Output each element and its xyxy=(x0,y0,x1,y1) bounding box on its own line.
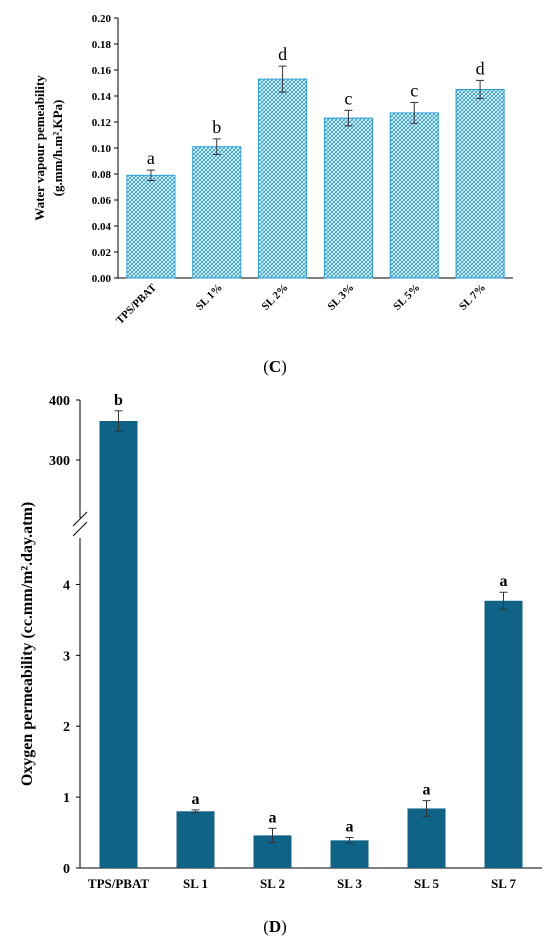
d-bar xyxy=(484,600,523,868)
c-y-tick-label: 0.02 xyxy=(92,247,112,259)
c-y-tick-label: 0.10 xyxy=(92,143,112,155)
c-bar xyxy=(258,78,308,279)
d-y-tick-label: 3 xyxy=(63,649,70,664)
d-category-label: SL 3 xyxy=(337,876,362,891)
d-category-label: SL 2 xyxy=(260,876,285,891)
d-category-label: SL 7 xyxy=(491,876,516,891)
d-axis-break-mark xyxy=(72,511,88,527)
d-bar xyxy=(99,421,138,868)
c-y-tick-label: 0.20 xyxy=(92,13,112,25)
c-y-tick-label: 0.16 xyxy=(92,65,112,77)
c-category-label: SL 5% xyxy=(391,282,422,313)
c-bar xyxy=(323,117,373,279)
c-significance-label: c xyxy=(344,88,352,108)
d-bar xyxy=(407,808,446,868)
panel-d-label: (D) xyxy=(263,917,287,936)
c-bar xyxy=(389,112,439,279)
d-significance-label: a xyxy=(500,573,508,590)
d-significance-label: a xyxy=(423,782,431,799)
d-bar xyxy=(330,840,369,868)
d-significance-label: a xyxy=(192,791,200,808)
d-y-tick-label: 1 xyxy=(63,791,70,806)
c-category-label: SL 1% xyxy=(194,282,225,313)
c-category-label: SL 2% xyxy=(260,282,291,313)
d-category-label: TPS/PBAT xyxy=(88,876,149,891)
d-y-tick-label: 0 xyxy=(63,862,70,877)
c-y-tick-label: 0.18 xyxy=(92,39,112,51)
c-y-tick-label: 0.12 xyxy=(92,117,112,129)
d-significance-label: b xyxy=(114,392,123,409)
c-significance-label: b xyxy=(212,117,221,137)
d-axis-break-mark xyxy=(72,521,88,537)
c-bar xyxy=(192,146,242,279)
d-y-tick-label: 2 xyxy=(63,720,70,735)
c-y-tick-label: 0.06 xyxy=(92,195,112,207)
c-y-tick-label: 0.04 xyxy=(92,221,112,233)
c-y-tick-label: 0.00 xyxy=(92,273,112,285)
c-significance-label: c xyxy=(410,81,418,101)
d-significance-label: a xyxy=(346,819,354,836)
c-category-label: TPS/PBAT xyxy=(114,281,160,327)
d-y-tick-label: 4 xyxy=(63,578,70,593)
c-category-label: SL 7% xyxy=(457,282,488,313)
d-y-axis-label: Oxygen permeability (cc.mm/m².day.atm) xyxy=(19,502,36,786)
d-y-tick-label: 300 xyxy=(49,454,70,469)
d-category-label: SL 1 xyxy=(183,876,208,891)
d-bar xyxy=(176,811,215,868)
d-y-tick-label: 400 xyxy=(49,394,70,409)
c-significance-label: d xyxy=(476,58,485,78)
c-bar xyxy=(126,174,176,279)
c-y-axis-unit: (g.mm/h.m².KPa) xyxy=(50,100,65,197)
c-category-label: SL 3% xyxy=(325,282,356,313)
c-significance-label: a xyxy=(147,148,155,168)
d-category-label: SL 5 xyxy=(414,876,439,891)
c-y-tick-label: 0.08 xyxy=(92,169,112,181)
c-y-axis-label: Water vapour pemeability xyxy=(32,75,47,221)
c-y-tick-label: 0.14 xyxy=(92,91,112,103)
d-significance-label: a xyxy=(269,809,277,826)
c-bar xyxy=(455,89,505,279)
c-significance-label: d xyxy=(278,44,287,64)
panel-c-label: (C) xyxy=(263,357,287,376)
